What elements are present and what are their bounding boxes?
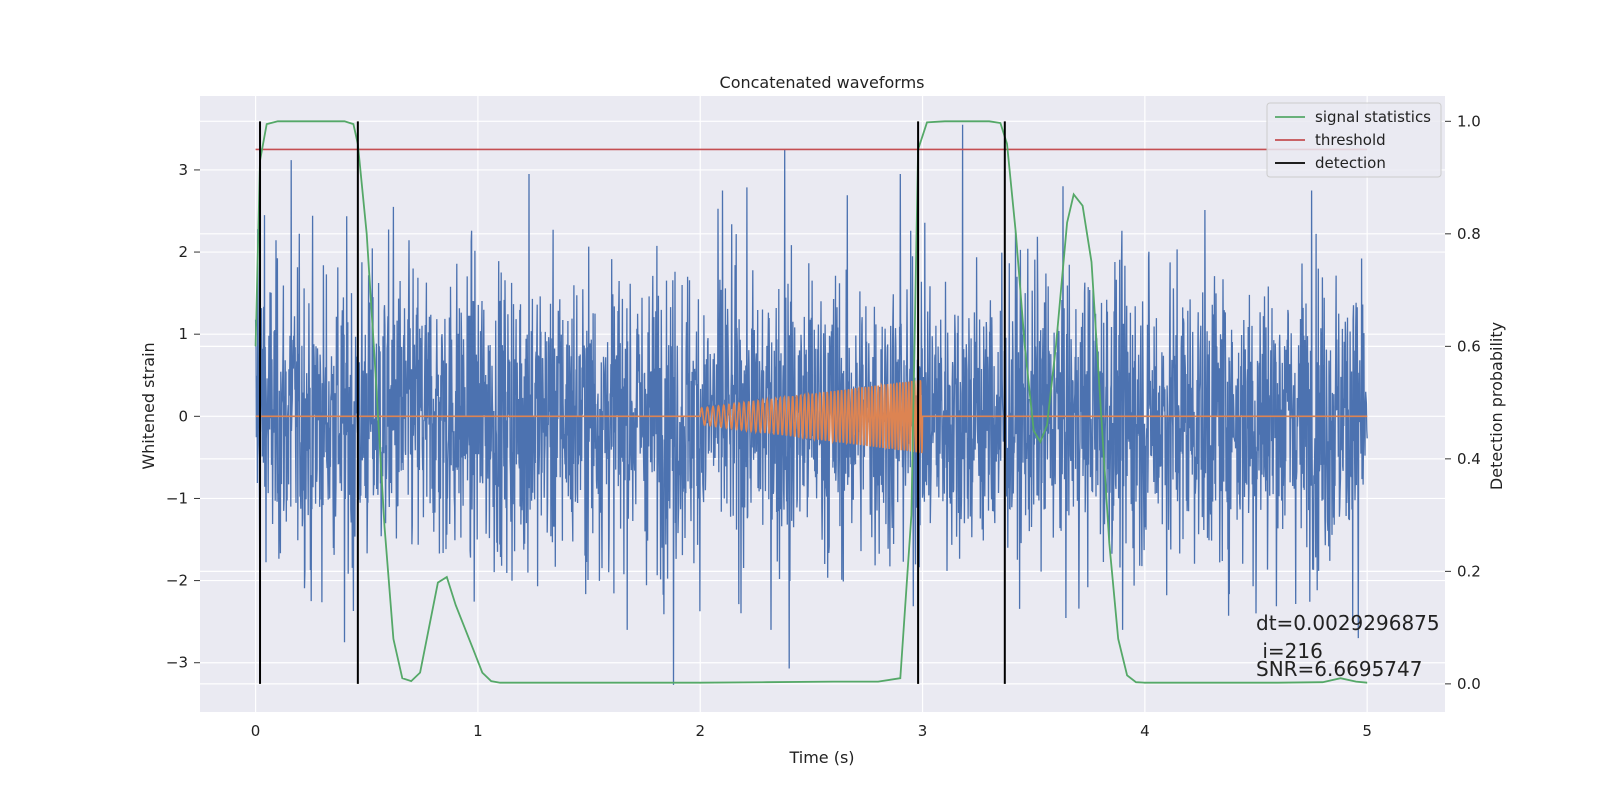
legend-label-detection: detection <box>1315 154 1386 172</box>
x-axis-label: Time (s) <box>788 748 854 767</box>
strain-line <box>254 124 1368 685</box>
right-y-tick-label: 0.4 <box>1457 450 1481 468</box>
legend-item-threshold: threshold <box>1275 131 1386 149</box>
strain-series <box>254 124 1368 685</box>
snr-annotation: dt=0.0029296875 i=216 SNR=6.6695747 <box>1256 611 1440 681</box>
signal-statistics-line <box>254 120 1368 684</box>
x-tick-label: 3 <box>918 722 928 740</box>
detection-lines <box>259 121 1006 684</box>
left-y-tick-label: 0 <box>178 407 188 425</box>
x-axis-ticks: 0 1 2 3 4 5 <box>251 722 1372 740</box>
template-series <box>255 380 1368 454</box>
right-y-tick-label: 1.0 <box>1457 112 1481 130</box>
x-tick-label: 1 <box>473 722 483 740</box>
left-y-tick-label: 3 <box>178 161 188 179</box>
legend-item-detection: detection <box>1275 154 1386 172</box>
left-y-tick-label: 1 <box>178 325 188 343</box>
left-y-tick-label: −3 <box>166 654 188 672</box>
legend: signal statistics threshold detection <box>1266 102 1442 178</box>
x-tick-label: 0 <box>251 722 261 740</box>
right-y-tick-label: 0.8 <box>1457 225 1481 243</box>
signal-statistics-series <box>254 120 1368 684</box>
legend-box <box>1266 102 1442 178</box>
right-y-tick-label: 0.2 <box>1457 562 1481 580</box>
right-y-tick-label: 0.6 <box>1457 337 1481 355</box>
left-y-tick-label: −1 <box>166 489 188 507</box>
x-tick-label: 5 <box>1362 722 1372 740</box>
annotation-index: i=216 <box>1256 639 1323 663</box>
chart-title: Concatenated waveforms <box>720 73 925 92</box>
left-y-axis-label: Whitened strain <box>139 342 158 469</box>
left-y-tick-label: −2 <box>166 572 188 590</box>
template-line <box>255 380 1368 454</box>
x-tick-label: 4 <box>1140 722 1150 740</box>
annotation-snr: SNR=6.6695747 <box>1256 657 1422 681</box>
legend-label-threshold: threshold <box>1315 131 1386 149</box>
right-y-axis-ticks: 0.0 0.2 0.4 0.6 0.8 1.0 <box>1445 112 1481 693</box>
x-tick-label: 2 <box>695 722 705 740</box>
right-y-tick-label: 0.0 <box>1457 675 1481 693</box>
legend-label-signal-statistics: signal statistics <box>1315 108 1431 126</box>
left-y-axis-ticks: −3 −2 −1 0 1 2 3 <box>166 161 200 672</box>
annotation-dt: dt=0.0029296875 <box>1256 611 1440 635</box>
right-y-axis-label: Detection probability <box>1487 322 1506 490</box>
legend-item-signal-statistics: signal statistics <box>1275 108 1431 126</box>
left-y-tick-label: 2 <box>178 243 188 261</box>
